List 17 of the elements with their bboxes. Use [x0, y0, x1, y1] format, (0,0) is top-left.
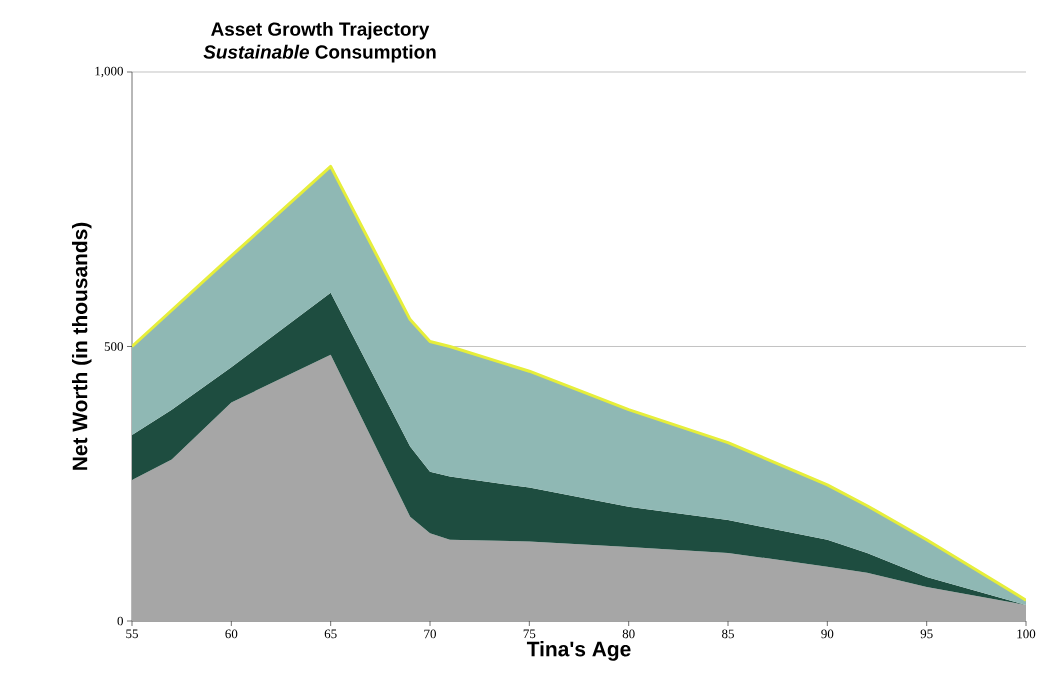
x-tick-label: 95 — [920, 629, 933, 639]
x-tick-label: 80 — [622, 629, 635, 639]
chart-title: Asset Growth Trajectory — [211, 21, 430, 40]
x-tick-label: 55 — [126, 629, 138, 639]
x-tick-label: 75 — [523, 629, 536, 639]
x-tick-label: 100 — [1017, 629, 1036, 639]
y-tick-label: 500 — [104, 342, 123, 351]
x-tick-label: 65 — [324, 629, 337, 639]
x-tick-label: 70 — [424, 629, 436, 639]
y-tick-label: 0 — [117, 616, 123, 626]
x-tick-label: 60 — [225, 629, 238, 639]
x-axis-title: Tina's Age — [526, 641, 631, 661]
chart-subtitle: Sustainable Consumption — [203, 44, 436, 63]
y-tick-label: 1,000 — [95, 66, 123, 78]
x-tick-label: 85 — [722, 629, 734, 639]
x-tick-label: 90 — [821, 629, 834, 639]
y-axis-title: Net Worth (in thousands) — [72, 222, 92, 470]
